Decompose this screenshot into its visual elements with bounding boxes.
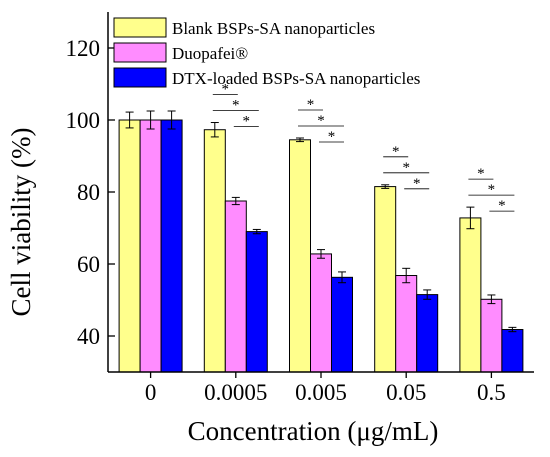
- y-tick-label: 40: [77, 324, 100, 349]
- bar: [224, 200, 247, 373]
- y-tick-label: 100: [66, 108, 101, 133]
- significance-star: *: [392, 144, 400, 160]
- significance-star: *: [413, 176, 421, 192]
- error-bars-layer: [125, 110, 517, 333]
- bar: [289, 139, 311, 373]
- legend-swatch: [113, 67, 167, 88]
- bar: [416, 294, 439, 373]
- significance-layer: ************: [212, 82, 515, 214]
- y-tick-label: 120: [66, 36, 101, 61]
- significance-star: *: [317, 113, 325, 129]
- significance-star: *: [328, 129, 336, 145]
- significance-star: *: [498, 198, 506, 214]
- significance-star: *: [402, 160, 410, 176]
- bar: [160, 119, 183, 373]
- bar: [139, 119, 162, 373]
- axes-layer: 40 60 80 100 120 0 0.0005 0.005 0.05 0.5: [66, 12, 534, 405]
- x-axis-label: Concentration (μg/mL): [188, 416, 439, 446]
- legend-swatch: [113, 17, 167, 38]
- bar: [310, 253, 332, 373]
- significance-star: *: [232, 98, 240, 114]
- y-tick-label: 60: [77, 252, 100, 277]
- legend-label: Blank BSPs-SA nanoparticles: [172, 19, 375, 38]
- x-tick-label: 0.5: [477, 380, 506, 405]
- x-tick-label: 0.005: [295, 380, 347, 405]
- significance-star: *: [307, 97, 315, 113]
- legend-label: Duopafei®: [172, 44, 248, 63]
- bar: [331, 276, 353, 373]
- significance-star: *: [477, 166, 485, 182]
- bar: [245, 231, 268, 373]
- legend-swatch: [113, 42, 167, 63]
- bars-layer: [118, 119, 524, 373]
- significance-star: *: [488, 182, 496, 198]
- legend-label: DTX-loaded BSPs-SA nanoparticles: [172, 69, 420, 88]
- y-axis-label: Cell viability (%): [6, 128, 36, 317]
- bar: [118, 119, 141, 373]
- x-tick-label: 0.05: [386, 380, 426, 405]
- significance-star: *: [222, 82, 230, 98]
- bar: [480, 298, 503, 373]
- y-tick-label: 80: [77, 180, 100, 205]
- bar: [374, 186, 397, 373]
- bar: [203, 129, 226, 373]
- significance-star: *: [243, 114, 251, 130]
- bar: [459, 217, 482, 373]
- legend: Blank BSPs-SA nanoparticles Duopafei® DTX-…: [113, 17, 420, 88]
- x-tick-label: 0: [145, 380, 157, 405]
- bar: [395, 275, 418, 373]
- x-tick-label: 0.0005: [204, 380, 267, 405]
- bar: [501, 329, 524, 373]
